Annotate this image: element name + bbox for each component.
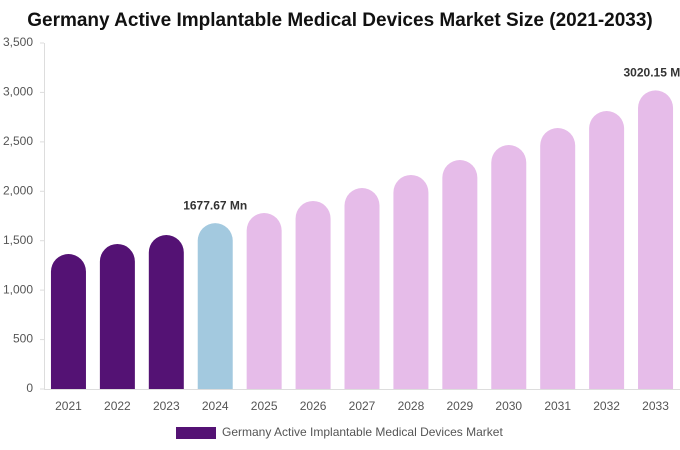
value-label: 1677.67 Mn bbox=[183, 198, 247, 212]
bar bbox=[442, 160, 478, 389]
x-tick-label: 2032 bbox=[593, 399, 620, 413]
legend-swatch bbox=[176, 427, 216, 439]
bar bbox=[246, 213, 282, 389]
bar bbox=[540, 128, 576, 389]
x-tick-label: 2029 bbox=[446, 399, 473, 413]
bar bbox=[344, 188, 380, 389]
bar bbox=[638, 90, 674, 390]
x-tick-label: 2031 bbox=[544, 399, 571, 413]
bar bbox=[589, 111, 625, 389]
y-tick-label: 2,500 bbox=[3, 134, 33, 148]
y-tick-label: 3,000 bbox=[3, 85, 33, 99]
x-tick-label: 2025 bbox=[251, 399, 278, 413]
x-tick-label: 2024 bbox=[202, 399, 229, 413]
x-tick-label: 2033 bbox=[642, 399, 669, 413]
y-tick-label: 1,000 bbox=[3, 282, 33, 296]
x-tick-label: 2027 bbox=[349, 399, 376, 413]
x-tick-label: 2026 bbox=[300, 399, 327, 413]
bar bbox=[197, 223, 233, 389]
y-tick-label: 500 bbox=[13, 332, 33, 346]
y-tick-label: 2,000 bbox=[3, 183, 33, 197]
bar bbox=[148, 234, 184, 389]
bar bbox=[491, 145, 527, 389]
value-label: 3020.15 Mn bbox=[624, 66, 680, 80]
x-tick-label: 2028 bbox=[398, 399, 425, 413]
bar bbox=[99, 243, 135, 389]
x-tick-label: 2021 bbox=[55, 399, 82, 413]
x-tick-label: 2030 bbox=[495, 399, 522, 413]
y-tick-label: 1,500 bbox=[3, 233, 33, 247]
x-tick-label: 2023 bbox=[153, 399, 180, 413]
bar bbox=[50, 254, 86, 389]
bar bbox=[295, 200, 331, 389]
legend-label: Germany Active Implantable Medical Devic… bbox=[222, 425, 503, 439]
bar bbox=[393, 174, 429, 389]
y-tick-label: 0 bbox=[26, 381, 33, 395]
chart-title: Germany Active Implantable Medical Devic… bbox=[27, 10, 653, 31]
x-tick-label: 2022 bbox=[104, 399, 131, 413]
y-tick-label: 3,500 bbox=[3, 35, 33, 49]
